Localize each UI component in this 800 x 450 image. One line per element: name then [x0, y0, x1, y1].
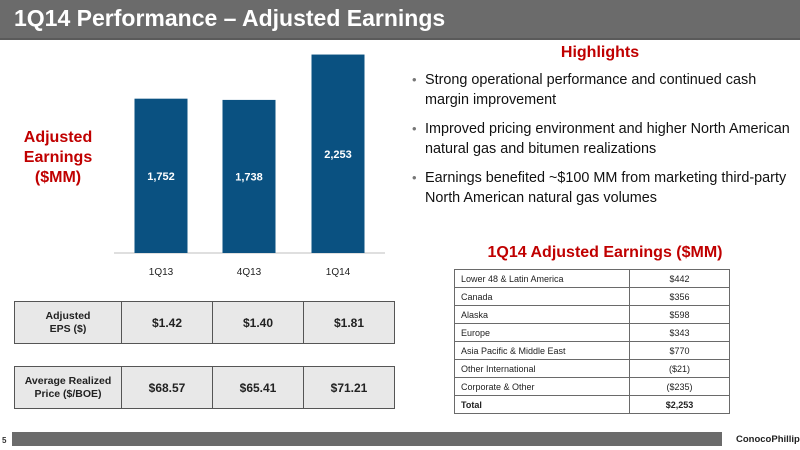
bullet-icon: •	[412, 121, 417, 136]
total-label: Total	[454, 395, 630, 414]
amount-cell: $442	[629, 269, 730, 288]
eps-value-1q13: $1.42	[121, 301, 213, 344]
region-cell: Canada	[454, 287, 630, 306]
logo-text: ConocoPhillips	[736, 434, 800, 445]
region-cell: Asia Pacific & Middle East	[454, 341, 630, 360]
earnings-table-title: 1Q14 Adjusted Earnings ($MM)	[487, 244, 723, 261]
highlights-title: Highlights	[560, 44, 640, 61]
table-row: Canada $356	[454, 287, 730, 306]
table-row: Europe $343	[454, 323, 730, 342]
chart-y-label: Adjusted Earnings ($MM)	[23, 129, 93, 186]
highlights-list: • Strong operational performance and cont…	[412, 70, 790, 217]
highlight-item: • Strong operational performance and cont…	[412, 70, 790, 110]
bar-1q13	[134, 98, 188, 253]
amount-cell: $770	[629, 341, 730, 360]
bullet-icon: •	[412, 72, 417, 87]
amount-cell: $343	[629, 323, 730, 342]
bar-value-label: 1,752	[147, 171, 175, 183]
region-cell: Alaska	[454, 305, 630, 324]
eps-header-line2: EPS ($)	[49, 322, 87, 335]
eps-row: Adjusted EPS ($) $1.42 $1.40 $1.81	[14, 301, 395, 344]
table-row: Lower 48 & Latin America $442	[454, 269, 730, 288]
x-tick-label: 1Q13	[149, 267, 174, 278]
amount-cell: $356	[629, 287, 730, 306]
price-value-1q13: $68.57	[121, 366, 213, 409]
amount-cell: ($21)	[629, 359, 730, 378]
bar-value-label: 1,738	[235, 171, 263, 183]
amount-cell: $598	[629, 305, 730, 324]
bar-1q14	[311, 54, 365, 254]
table-row: Corporate & Other ($235)	[454, 377, 730, 396]
total-amount: $2,253	[629, 395, 730, 414]
price-table: Average Realized Price ($/BOE) $68.57 $6…	[14, 366, 395, 409]
table-row: Asia Pacific & Middle East $770	[454, 341, 730, 360]
eps-header: Adjusted EPS ($)	[14, 301, 122, 344]
earnings-bar-chart: 1,752 1Q13 1,738 4Q13 2,253 1Q14	[114, 54, 385, 278]
region-cell: Europe	[454, 323, 630, 342]
total-row: Total $2,253	[454, 395, 730, 414]
price-row: Average Realized Price ($/BOE) $68.57 $6…	[14, 366, 395, 409]
price-value-1q14: $71.21	[303, 366, 395, 409]
region-cell: Lower 48 & Latin America	[454, 269, 630, 288]
region-cell: Corporate & Other	[454, 377, 630, 396]
x-tick-label: 1Q14	[326, 267, 351, 278]
eps-value-4q13: $1.40	[212, 301, 304, 344]
bar-value-label: 2,253	[324, 149, 352, 161]
title-bar: 1Q14 Performance – Adjusted Earnings	[0, 0, 800, 40]
highlight-text: Earnings benefited ~$100 MM from marketi…	[425, 170, 787, 206]
price-header-line1: Average Realized	[24, 374, 112, 387]
slide-title: 1Q14 Performance – Adjusted Earnings	[14, 5, 446, 31]
eps-header-line1: Adjusted	[45, 309, 91, 322]
footer-bar	[12, 432, 722, 446]
page-number: 5	[2, 436, 7, 445]
amount-cell: ($235)	[629, 377, 730, 396]
price-header-line2: Price ($/BOE)	[34, 387, 102, 400]
eps-table: Adjusted EPS ($) $1.42 $1.40 $1.81	[14, 301, 395, 344]
highlight-text: Improved pricing environment and higher …	[425, 121, 790, 157]
price-header: Average Realized Price ($/BOE)	[14, 366, 122, 409]
region-cell: Other International	[454, 359, 630, 378]
highlight-text: Strong operational performance and conti…	[425, 72, 757, 108]
bar-4q13	[222, 99, 276, 253]
earnings-table: Lower 48 & Latin America $442 Canada $356 …	[454, 269, 730, 414]
eps-value-1q14: $1.81	[303, 301, 395, 344]
highlight-item: • Earnings benefited ~$100 MM from market…	[412, 168, 790, 208]
bullet-icon: •	[412, 170, 417, 185]
x-tick-label: 4Q13	[237, 267, 262, 278]
price-value-4q13: $65.41	[212, 366, 304, 409]
table-row: Alaska $598	[454, 305, 730, 324]
table-row: Other International ($21)	[454, 359, 730, 378]
company-logo: ConocoPhillips▲	[736, 434, 800, 445]
highlight-item: • Improved pricing environment and higher…	[412, 119, 790, 159]
